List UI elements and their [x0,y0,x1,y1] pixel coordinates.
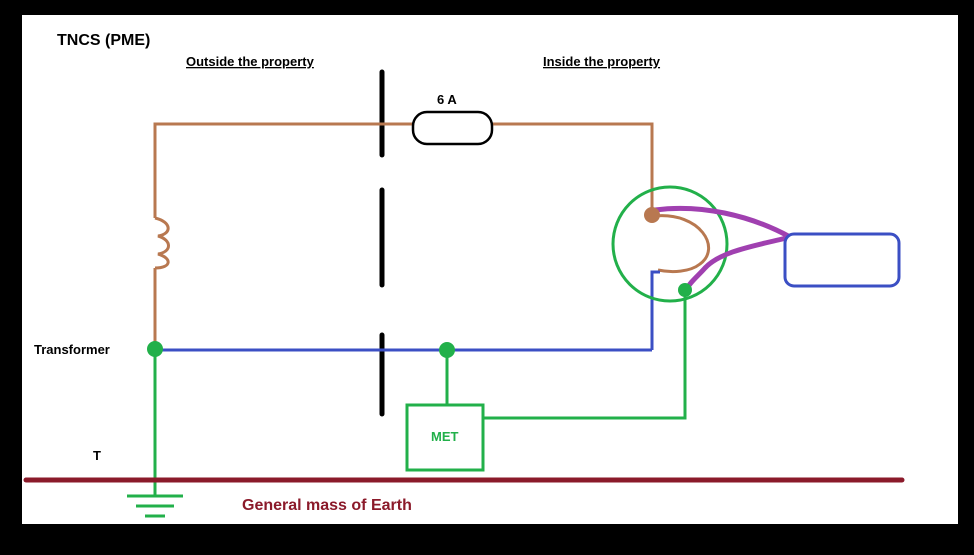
pen-conductor [155,270,660,352]
appliance-flex [652,205,793,293]
earth-symbol-icon [127,470,183,518]
fuse-rating-label: 6 A [437,92,457,107]
appliance-box [783,232,901,288]
consumer-unit-circle [611,185,729,303]
outside-property-label: Outside the property [186,54,315,69]
fuse-6a [411,110,494,146]
met-junction-node [439,342,455,358]
transformer-label: Transformer [34,342,110,357]
earth-conductors [153,290,687,470]
diagram-title: TNCS (PME) [57,32,150,49]
terminal-t-label: T [93,448,101,463]
inside-property-label: Inside the property [543,54,661,69]
transformer-star-node [147,341,163,357]
earth-mass-label: General mass of Earth [242,497,412,514]
line-conductor [153,122,711,349]
earth-terminal-node [678,283,692,297]
line-terminal-node [644,207,660,223]
met-box [405,403,485,472]
met-label: MET [431,429,459,444]
